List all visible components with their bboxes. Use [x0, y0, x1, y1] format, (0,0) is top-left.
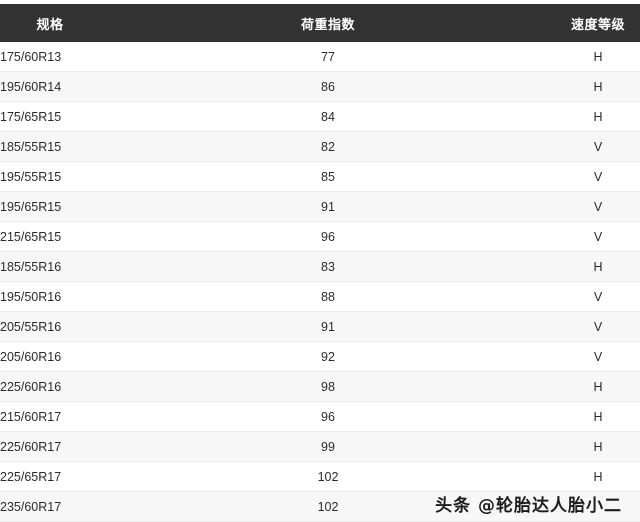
cell-load-index: 102 — [100, 461, 556, 492]
cell-load-index: 82 — [100, 131, 556, 162]
cell-load-index: 85 — [100, 161, 556, 192]
cell-spec: 215/65R15 — [0, 221, 100, 252]
cell-load-index: 91 — [100, 191, 556, 222]
cell-spec: 185/55R15 — [0, 131, 100, 162]
cell-speed-rating: H — [556, 431, 640, 462]
cell-load-index: 84 — [100, 101, 556, 132]
cell-spec: 175/65R15 — [0, 101, 100, 132]
cell-spec: 225/60R16 — [0, 371, 100, 402]
cell-spec: 195/55R15 — [0, 161, 100, 192]
cell-spec: 215/60R17 — [0, 401, 100, 432]
table-body: 175/60R13 77 H 195/60R14 86 H 175/65R15 84 H 185/… — [0, 42, 640, 522]
cell-spec: 235/60R17 — [0, 491, 100, 522]
cell-speed-rating: H — [556, 71, 640, 102]
table-row[interactable]: 175/60R13 77 H — [0, 42, 640, 72]
top-margin-strip — [0, 0, 640, 4]
cell-spec: 195/60R14 — [0, 71, 100, 102]
table-row[interactable]: 185/55R16 83 H — [0, 251, 640, 282]
table-row[interactable]: 215/65R15 96 V — [0, 221, 640, 252]
cell-load-index: 86 — [100, 71, 556, 102]
cell-spec: 225/60R17 — [0, 431, 100, 462]
cell-load-index: 98 — [100, 371, 556, 402]
cell-speed-rating: V — [556, 131, 640, 162]
cell-speed-rating: V — [556, 281, 640, 312]
cell-speed-rating: V — [556, 161, 640, 192]
cell-speed-rating: H — [556, 371, 640, 402]
column-header-load-index[interactable]: 荷重指数 — [100, 4, 556, 42]
table-row[interactable]: 225/60R16 98 H — [0, 371, 640, 402]
cell-spec: 195/65R15 — [0, 191, 100, 222]
cell-load-index: 92 — [100, 341, 556, 372]
cell-speed-rating: V — [556, 341, 640, 372]
cell-load-index: 96 — [100, 401, 556, 432]
cell-spec: 185/55R16 — [0, 251, 100, 282]
cell-speed-rating: H — [556, 101, 640, 132]
cell-spec: 195/50R16 — [0, 281, 100, 312]
tire-specification-table: 规格 荷重指数 速度等级 175/60R13 77 H 195/60R14 86 H 175… — [0, 4, 640, 522]
cell-load-index: 91 — [100, 311, 556, 342]
table-row[interactable]: 195/65R15 91 V — [0, 191, 640, 222]
table-header: 规格 荷重指数 速度等级 — [0, 4, 640, 42]
cell-speed-rating — [556, 491, 640, 522]
table-row[interactable]: 205/60R16 92 V — [0, 341, 640, 372]
cell-speed-rating: V — [556, 311, 640, 342]
table-row[interactable]: 215/60R17 96 H — [0, 401, 640, 432]
table-row[interactable]: 205/55R16 91 V — [0, 311, 640, 342]
table-row[interactable]: 225/65R17 102 H — [0, 461, 640, 492]
cell-load-index: 99 — [100, 431, 556, 462]
table-row[interactable]: 195/60R14 86 H — [0, 71, 640, 102]
cell-speed-rating: V — [556, 221, 640, 252]
cell-spec: 205/60R16 — [0, 341, 100, 372]
table-row[interactable]: 195/55R15 85 V — [0, 161, 640, 192]
cell-speed-rating: H — [556, 42, 640, 72]
cell-load-index: 88 — [100, 281, 556, 312]
table-row[interactable]: 195/50R16 88 V — [0, 281, 640, 312]
table-row[interactable]: 185/55R15 82 V — [0, 131, 640, 162]
cell-load-index: 102 — [100, 491, 556, 522]
cell-spec: 225/65R17 — [0, 461, 100, 492]
cell-speed-rating: H — [556, 251, 640, 282]
table-header-row: 规格 荷重指数 速度等级 — [0, 4, 640, 42]
cell-load-index: 96 — [100, 221, 556, 252]
table-row[interactable]: 225/60R17 99 H — [0, 431, 640, 462]
cell-load-index: 83 — [100, 251, 556, 282]
column-header-speed-rating[interactable]: 速度等级 — [556, 4, 640, 42]
cell-spec: 175/60R13 — [0, 42, 100, 72]
table-row[interactable]: 175/65R15 84 H — [0, 101, 640, 132]
cell-load-index: 77 — [100, 42, 556, 72]
cell-speed-rating: V — [556, 191, 640, 222]
cell-spec: 205/55R16 — [0, 311, 100, 342]
column-header-spec[interactable]: 规格 — [0, 4, 100, 42]
table-row[interactable]: 235/60R17 102 — [0, 491, 640, 522]
cell-speed-rating: H — [556, 461, 640, 492]
cell-speed-rating: H — [556, 401, 640, 432]
